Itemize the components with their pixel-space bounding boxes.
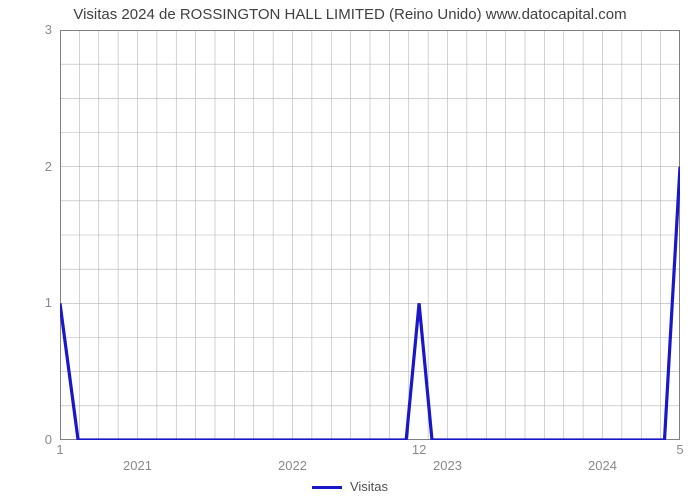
legend-swatch	[312, 486, 342, 489]
x-tick-label: 2022	[268, 458, 318, 473]
x-tick-label: 12	[394, 442, 444, 457]
x-tick-label: 1	[35, 442, 85, 457]
y-tick-label: 2	[32, 159, 52, 174]
y-tick-label: 3	[32, 22, 52, 37]
chart-title: Visitas 2024 de ROSSINGTON HALL LIMITED …	[0, 6, 700, 23]
x-tick-label: 2024	[578, 458, 628, 473]
x-tick-label: 2021	[113, 458, 163, 473]
chart-container: { "title": "Visitas 2024 de ROSSINGTON H…	[0, 0, 700, 500]
legend-label: Visitas	[350, 479, 388, 494]
y-tick-label: 1	[32, 295, 52, 310]
x-tick-label: 2023	[423, 458, 473, 473]
x-tick-label: 5	[655, 442, 700, 457]
legend: Visitas	[0, 479, 700, 494]
plot-area	[60, 30, 680, 440]
chart-svg	[60, 30, 680, 440]
